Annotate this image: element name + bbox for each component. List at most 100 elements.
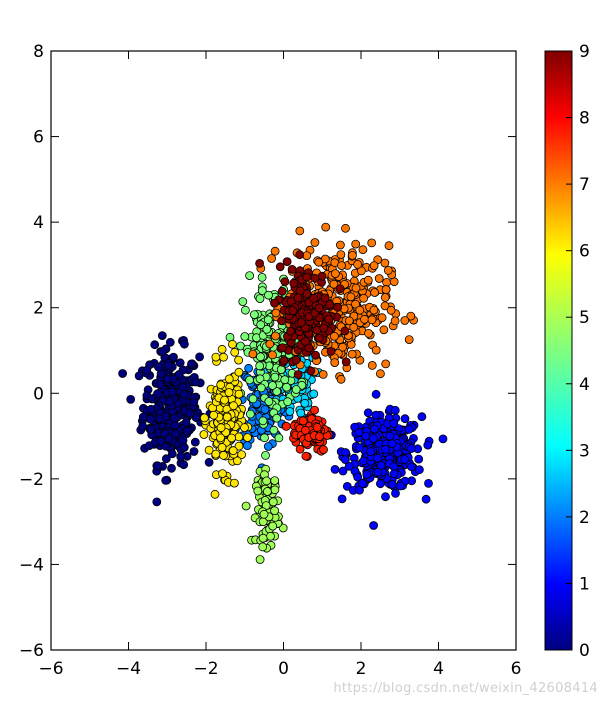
x-tick-label: 2 [356,659,367,679]
data-point [262,487,272,496]
data-point [248,349,258,359]
data-point [293,370,303,379]
y-tick-label: −2 [19,470,44,490]
data-point [210,489,220,499]
data-point [265,339,275,349]
data-point [346,292,356,302]
x-tick-label: −6 [38,659,63,679]
data-point [276,365,286,375]
data-point [344,461,354,471]
data-point [248,394,258,404]
data-point [260,405,270,415]
data-point [424,478,433,488]
data-point [383,265,393,275]
cluster-1 [326,389,448,530]
data-point [255,258,265,268]
data-point [267,254,277,263]
data-point [295,250,305,260]
data-point [229,478,239,488]
data-point [189,447,199,456]
data-point [255,294,265,304]
data-point [262,476,272,486]
data-point [374,274,384,283]
data-point [333,302,343,312]
data-point [283,397,293,407]
data-point [195,352,205,362]
data-point [302,272,312,282]
data-point [330,464,340,474]
data-point [227,433,237,443]
colorbar-tick-label: 1 [579,574,590,594]
data-point [224,374,234,384]
data-point [355,305,365,315]
data-point [187,359,196,369]
data-point [304,343,314,353]
data-point [321,222,331,232]
data-point [381,492,390,502]
data-point [179,443,189,452]
data-point [190,437,200,447]
data-point [367,315,377,325]
data-point [165,397,175,406]
data-point [167,463,176,473]
data-point [271,331,280,341]
data-point [336,250,346,260]
data-point [268,497,278,507]
data-point [380,258,390,268]
data-point [315,432,324,442]
data-point [146,404,156,414]
data-point [338,342,348,352]
data-point [340,455,350,465]
data-point [349,322,359,332]
data-point [146,414,155,424]
data-point [309,293,319,303]
cluster-5 [241,464,288,564]
data-point [404,424,414,434]
data-point [178,435,188,445]
data-point [375,369,385,379]
data-point [360,314,369,324]
data-point [329,331,339,341]
data-point [337,261,346,271]
data-point [335,240,345,250]
data-point [255,361,265,371]
data-point [222,412,232,422]
data-point [400,454,410,464]
data-point [253,486,263,496]
data-point [258,533,268,543]
data-point [278,343,287,353]
data-point [118,369,127,378]
data-point [287,264,297,274]
data-point [162,374,172,384]
data-point [282,257,292,267]
data-point [381,444,390,454]
data-point [216,380,226,390]
data-point [241,501,251,511]
data-point [126,394,136,404]
data-point [414,465,424,475]
data-point [176,452,186,462]
x-tick-label: 0 [278,659,289,679]
data-point [353,472,363,482]
data-point [351,283,361,293]
data-point [357,478,367,488]
data-point [377,313,387,323]
data-point [373,467,383,477]
data-point [414,454,424,464]
data-point [167,449,177,459]
data-point [216,423,226,433]
data-point [358,245,368,255]
data-point [238,297,248,307]
data-point [152,497,162,507]
y-tick-label: 4 [33,213,44,233]
data-point [234,367,244,377]
data-point [298,416,308,426]
data-point [274,433,284,443]
data-point [279,356,289,366]
data-point [179,339,189,349]
data-point [319,445,328,455]
data-point [364,328,373,338]
data-point [369,305,379,315]
colorbar-tick-label: 8 [579,109,590,129]
data-point [234,355,244,365]
